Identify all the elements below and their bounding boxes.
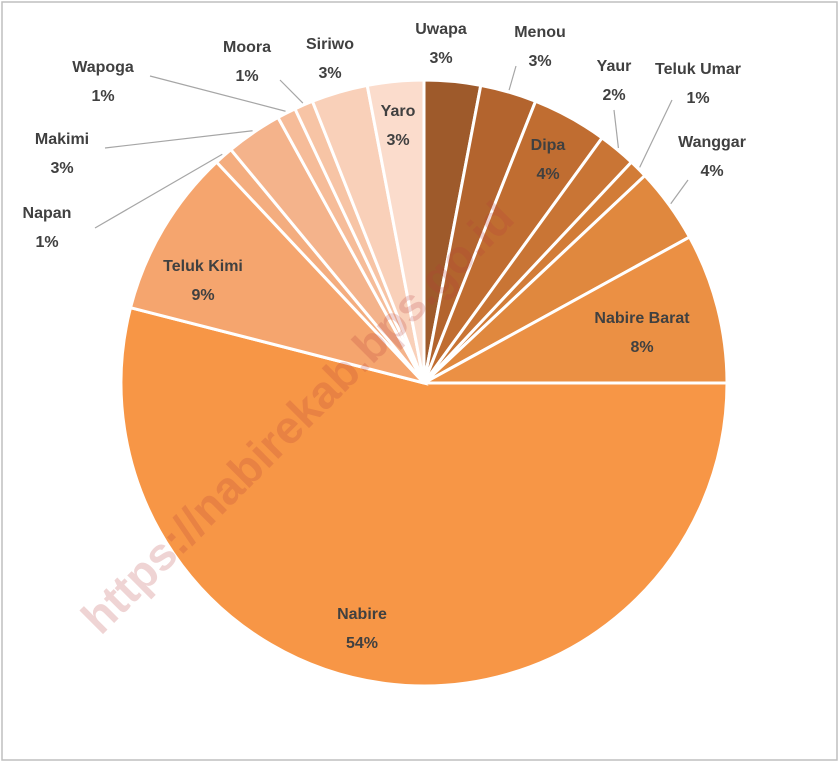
slice-value-label: 1% [91, 88, 114, 105]
slice-value-label: 9% [191, 287, 214, 304]
slice-value-label: 3% [386, 132, 409, 149]
slice-label: Siriwo [306, 36, 354, 53]
slice-label: Nabire [337, 606, 387, 623]
slice-value-label: 1% [35, 234, 58, 251]
leader-line [279, 79, 304, 104]
slice-label: Nabire Barat [594, 310, 690, 327]
slice-label: Makimi [35, 131, 89, 148]
slice-value-label: 1% [686, 90, 709, 107]
pie-slice [119, 305, 729, 688]
leader-line [613, 109, 620, 149]
slice-value-label: 3% [50, 160, 73, 177]
pie-slice [365, 78, 426, 384]
slice-value-label: 3% [318, 65, 341, 82]
slice-label: Teluk Umar [655, 61, 741, 78]
slice-value-label: 54% [346, 635, 378, 652]
slice-label: Moora [223, 39, 271, 56]
slice-value-label: 8% [630, 339, 653, 356]
slice-label: Menou [514, 24, 566, 41]
leader-line [639, 99, 673, 168]
pie [119, 78, 729, 688]
slice-label: Napan [23, 205, 72, 222]
leader-line [508, 65, 517, 91]
slice-label: Wanggar [678, 134, 746, 151]
leader-line [94, 153, 223, 229]
slice-value-label: 3% [528, 53, 551, 70]
leader-line [670, 179, 689, 205]
pie-slice [128, 160, 429, 386]
slice-label: Yaro [381, 103, 416, 120]
leader-line [149, 75, 286, 112]
slice-label: Uwapa [415, 21, 467, 38]
slice-value-label: 1% [235, 68, 258, 85]
slice-label: Yaur [597, 58, 632, 75]
labels: Uwapa 3% Menou 3% Dipa 4% Yaur 2% Teluk Umar 1% Wa… [23, 21, 746, 652]
leader-line [104, 130, 253, 149]
slice-value-label: 4% [700, 163, 723, 180]
slice-value-label: 3% [429, 50, 452, 67]
slice-label: Dipa [531, 137, 566, 154]
slice-label: Wapoga [72, 59, 134, 76]
pie-slice [423, 234, 729, 385]
slice-value-label: 4% [536, 166, 559, 183]
slice-value-label: 2% [602, 87, 625, 104]
slice-label: Teluk Kimi [163, 258, 243, 275]
